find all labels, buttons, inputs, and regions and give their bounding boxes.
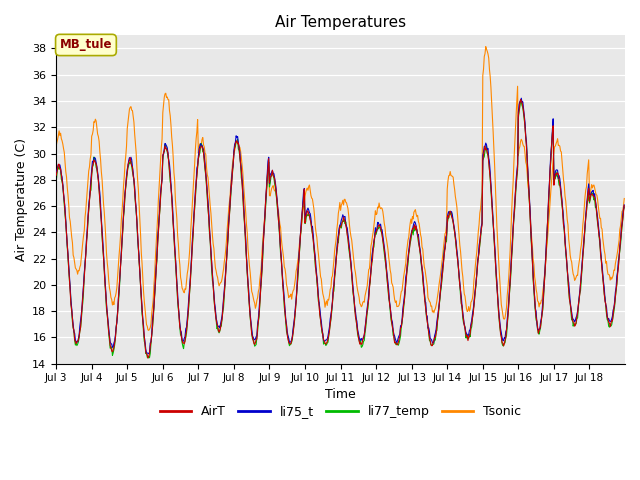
li75_t bbox=[224, 230, 232, 236]
li77_temp bbox=[274, 208, 282, 214]
li75_t bbox=[274, 203, 282, 208]
AirT bbox=[431, 335, 439, 340]
Line: Tsonic: Tsonic bbox=[56, 47, 624, 330]
li75_t bbox=[431, 330, 439, 336]
AirT bbox=[224, 235, 232, 240]
AirT bbox=[52, 172, 60, 178]
li75_t bbox=[145, 351, 152, 357]
Tsonic bbox=[224, 217, 232, 223]
li77_temp bbox=[144, 355, 152, 360]
Legend: AirT, li75_t, li77_temp, Tsonic: AirT, li75_t, li77_temp, Tsonic bbox=[155, 400, 526, 423]
Y-axis label: Air Temperature (C): Air Temperature (C) bbox=[15, 138, 28, 261]
Title: Air Temperatures: Air Temperatures bbox=[275, 15, 406, 30]
li75_t bbox=[52, 169, 60, 175]
li75_t bbox=[119, 224, 127, 230]
AirT bbox=[252, 336, 260, 342]
li77_temp bbox=[431, 337, 439, 343]
Tsonic bbox=[145, 327, 152, 333]
AirT bbox=[400, 303, 408, 309]
li75_t bbox=[400, 300, 408, 306]
AirT bbox=[144, 355, 152, 361]
X-axis label: Time: Time bbox=[325, 388, 356, 401]
Tsonic bbox=[431, 305, 439, 311]
li75_t bbox=[518, 96, 525, 101]
AirT bbox=[274, 205, 282, 211]
Line: li77_temp: li77_temp bbox=[56, 101, 624, 358]
Tsonic bbox=[482, 44, 490, 49]
Tsonic bbox=[274, 205, 282, 211]
li77_temp bbox=[620, 204, 628, 210]
Line: li75_t: li75_t bbox=[56, 98, 624, 354]
AirT bbox=[119, 227, 127, 232]
Tsonic bbox=[400, 275, 408, 280]
Tsonic bbox=[119, 196, 127, 202]
Text: MB_tule: MB_tule bbox=[60, 38, 112, 51]
li75_t bbox=[252, 334, 260, 340]
Tsonic bbox=[252, 302, 260, 308]
Tsonic bbox=[620, 196, 628, 202]
Line: AirT: AirT bbox=[56, 99, 624, 358]
AirT bbox=[516, 96, 524, 102]
li77_temp bbox=[400, 306, 408, 312]
li77_temp bbox=[52, 180, 60, 185]
AirT bbox=[620, 203, 628, 209]
li77_temp bbox=[252, 342, 260, 348]
li75_t bbox=[620, 202, 628, 208]
Tsonic bbox=[52, 143, 60, 149]
li77_temp bbox=[516, 98, 524, 104]
li77_temp bbox=[119, 228, 127, 233]
li77_temp bbox=[224, 237, 232, 243]
